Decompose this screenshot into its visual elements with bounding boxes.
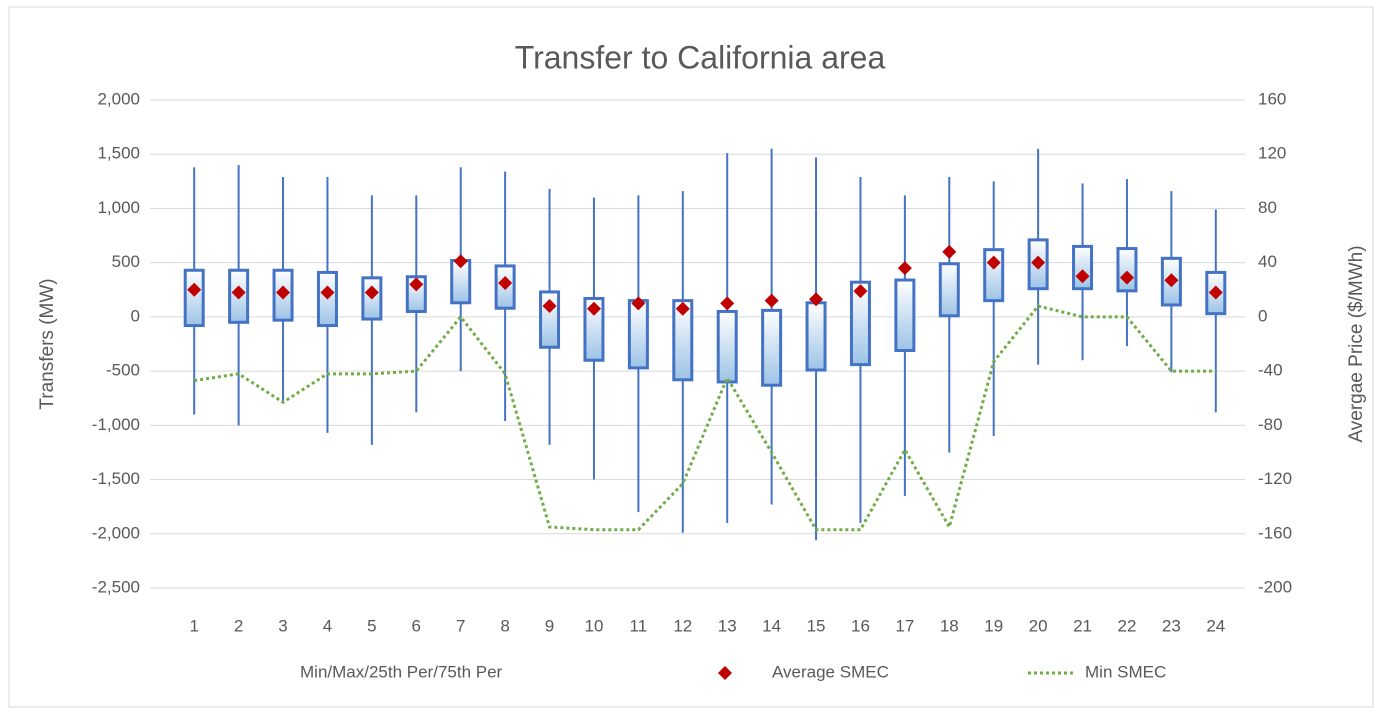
x-tick-label: 19 <box>984 616 1003 635</box>
diamond-marker <box>1031 255 1046 270</box>
diamond-marker <box>720 296 735 311</box>
legend-label: Average SMEC <box>772 662 889 681</box>
y2-tick-label: 0 <box>1258 306 1267 325</box>
diamond-marker <box>409 277 424 292</box>
x-tick-label: 18 <box>940 616 959 635</box>
diamond-marker <box>364 285 379 300</box>
diamond-marker <box>1164 273 1179 288</box>
y-tick-label: -2,000 <box>92 523 140 542</box>
y-tick-label: -1,000 <box>92 415 140 434</box>
y-tick-label: -500 <box>106 361 140 380</box>
diamond-marker <box>276 285 291 300</box>
diamond-marker <box>853 284 868 299</box>
chart-title: Transfer to California area <box>515 39 886 75</box>
y-tick-label: -2,500 <box>92 577 140 596</box>
diamond-marker <box>1119 270 1134 285</box>
diamond-marker <box>764 293 779 308</box>
y2-axis-title: Avergae Price ($/MWh) <box>1346 245 1367 442</box>
diamond-marker <box>897 261 912 276</box>
x-tick-label: 21 <box>1073 616 1092 635</box>
x-tick-label: 11 <box>630 616 648 635</box>
x-tick-label: 5 <box>367 616 376 635</box>
x-tick-label: 12 <box>673 616 692 635</box>
line-series <box>193 304 1216 532</box>
diamond-marker <box>187 282 202 297</box>
box <box>894 278 916 353</box>
y-tick-label: 1,500 <box>97 144 140 163</box>
x-tick-label: 13 <box>718 616 737 635</box>
y-tick-label: 0 <box>131 306 140 325</box>
box <box>672 299 694 382</box>
y-tick-label: 1,000 <box>97 198 140 217</box>
diamond-marker <box>809 292 824 307</box>
y2-tick-label: 120 <box>1258 144 1286 163</box>
diamond-marker <box>942 244 957 259</box>
y-tick-label: 500 <box>112 252 140 271</box>
y2-tick-label: -80 <box>1258 415 1283 434</box>
y2-tick-label: 40 <box>1258 252 1277 271</box>
diamond-marker <box>1075 269 1090 284</box>
y2-tick-label: -160 <box>1258 523 1292 542</box>
diamond-marker <box>1208 285 1223 300</box>
x-tick-label: 24 <box>1206 616 1225 635</box>
x-tick-label: 16 <box>851 616 870 635</box>
box <box>716 309 738 384</box>
box <box>938 262 960 318</box>
box <box>761 308 783 387</box>
y2-tick-label: -40 <box>1258 361 1283 380</box>
diamond-marker <box>453 254 468 269</box>
y2-tick-label: 160 <box>1258 89 1286 108</box>
x-tick-label: 20 <box>1029 616 1048 635</box>
diamond-marker <box>542 299 557 314</box>
x-tick-label: 22 <box>1117 616 1136 635</box>
diamond-marker <box>231 285 246 300</box>
x-tick-label: 8 <box>500 616 509 635</box>
x-tick-label: 14 <box>762 616 781 635</box>
y-tick-label: 2,000 <box>97 89 140 108</box>
x-tick-label: 17 <box>895 616 914 635</box>
box <box>805 301 827 372</box>
y-tick-label: -1,500 <box>92 469 140 488</box>
diamond-marker <box>586 301 601 316</box>
y2-tick-label: 80 <box>1258 198 1277 217</box>
x-tick-label: 4 <box>323 616 332 635</box>
legend-label: Min SMEC <box>1085 662 1166 681</box>
y2-tick-label: -200 <box>1258 577 1292 596</box>
diamond-marker <box>631 296 646 311</box>
x-tick-label: 7 <box>456 616 465 635</box>
x-tick-label: 3 <box>278 616 287 635</box>
diamond-marker <box>320 285 335 300</box>
box <box>849 280 871 367</box>
box <box>627 299 649 370</box>
legend-marker <box>718 666 732 680</box>
x-tick-label: 2 <box>234 616 243 635</box>
x-tick-label: 23 <box>1162 616 1181 635</box>
x-tick-label: 6 <box>412 616 421 635</box>
diamond-marker <box>986 255 1001 270</box>
box <box>583 296 605 362</box>
diamond-marker <box>498 276 513 290</box>
legend-label: Min/Max/25th Per/75th Per <box>300 662 503 681</box>
y2-tick-label: -120 <box>1258 469 1292 488</box>
box <box>1116 247 1138 293</box>
x-tick-label: 15 <box>807 616 826 635</box>
x-tick-label: 9 <box>545 616 554 635</box>
x-tick-label: 10 <box>584 616 603 635</box>
y-axis-title: Transfers (MW) <box>37 278 58 409</box>
diamond-marker <box>675 301 690 316</box>
x-tick-label: 1 <box>189 616 198 635</box>
box <box>183 268 205 328</box>
